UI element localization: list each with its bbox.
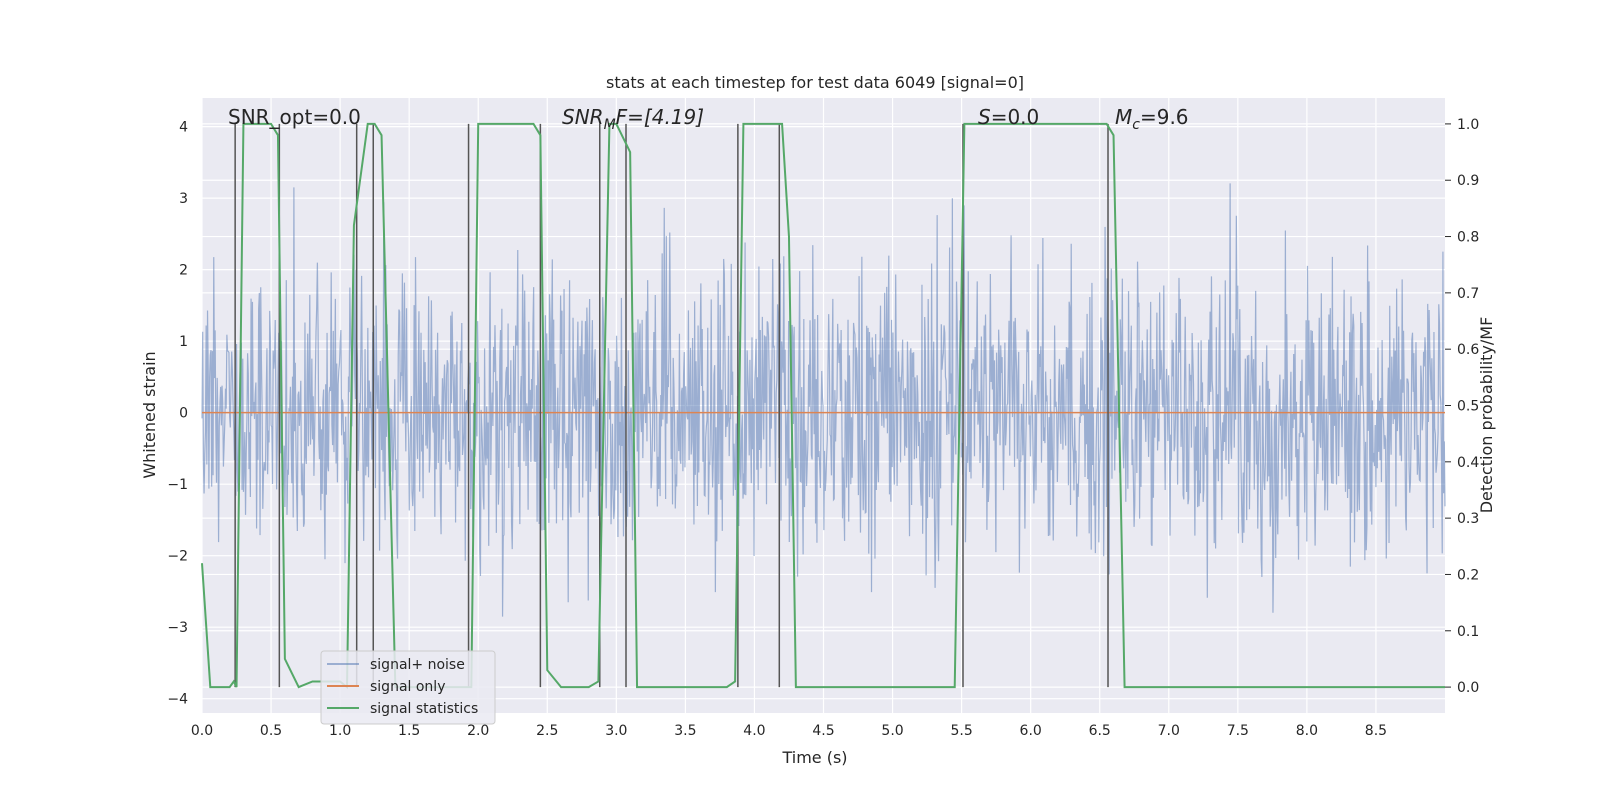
annotation-snr-mf: SNRMF=[4.19] [562, 105, 704, 133]
annotation-s: S=0.0 [978, 105, 1039, 129]
annotation-snr-mf-sub: M [604, 117, 616, 133]
y-left-axis-label: Whitened strain [140, 351, 159, 478]
annotation-snr-mf-main: SNR [562, 105, 604, 129]
annotation-s-main: S [978, 105, 991, 129]
y-left-tick-label: 1 [179, 334, 188, 350]
x-tick-label: 5.0 [881, 723, 903, 739]
x-tick-label: 8.5 [1365, 723, 1387, 739]
x-tick-label: 1.0 [329, 723, 351, 739]
x-axis-label: Time (s) [781, 748, 847, 767]
x-tick-label: 6.5 [1089, 723, 1111, 739]
legend-label-signal-only: signal only [370, 679, 445, 695]
x-tick-label: 3.5 [674, 723, 696, 739]
x-tick-label: 8.0 [1296, 723, 1318, 739]
y-right-tick-label: 0.6 [1457, 342, 1479, 358]
legend: signal+ noise signal only signal statist… [321, 651, 495, 724]
x-tick-label: 7.5 [1227, 723, 1249, 739]
y-right-tick-label: 0.8 [1457, 230, 1479, 246]
y-right-tick-label: 0.5 [1457, 399, 1479, 415]
y-left-tick-label: 3 [179, 191, 188, 207]
y-left-tick-label: 2 [179, 263, 188, 279]
x-tick-label: 2.5 [536, 723, 558, 739]
annotation-mc: Mc=9.6 [1115, 105, 1189, 133]
x-tick-label: 3.0 [605, 723, 627, 739]
annotation-mc-rest: =9.6 [1140, 105, 1189, 129]
x-tick-label: 7.0 [1158, 723, 1180, 739]
legend-label-noise: signal+ noise [370, 657, 465, 673]
y-right-tick-label: 0.0 [1457, 680, 1479, 696]
y-right-tick-label: 1.0 [1457, 117, 1479, 133]
y-right-tick-label: 0.4 [1457, 455, 1479, 471]
x-tick-label: 4.0 [743, 723, 765, 739]
y-left-tick-label: −3 [167, 620, 188, 636]
annotation-snr-opt: SNR_opt=0.0 [228, 105, 361, 129]
annotation-mc-main: M [1115, 105, 1132, 129]
y-left-tick-label: 0 [179, 406, 188, 422]
y-left-tick-label: −1 [167, 477, 188, 493]
x-tick-label: 0.5 [260, 723, 282, 739]
y-right-axis-label: Detection probability/MF [1477, 317, 1496, 514]
x-tick-label: 6.0 [1020, 723, 1042, 739]
legend-label-statistics: signal statistics [370, 701, 478, 717]
x-tick-label: 1.5 [398, 723, 420, 739]
x-tick-label: 4.5 [812, 723, 834, 739]
y-right-tick-label: 0.3 [1457, 511, 1479, 527]
y-right-tick-label: 0.2 [1457, 567, 1479, 583]
y-right-tick-label: 0.9 [1457, 173, 1479, 189]
x-tick-label: 2.0 [467, 723, 489, 739]
y-right-tick-label: 0.1 [1457, 624, 1479, 640]
annotation-s-rest: =0.0 [991, 105, 1040, 129]
x-tick-label: 0.0 [191, 723, 213, 739]
annotation-snr-mf-rest: F=[4.19] [616, 105, 704, 129]
x-tick-label: 5.5 [950, 723, 972, 739]
y-left-tick-label: 4 [179, 120, 188, 136]
chart-title: stats at each timestep for test data 604… [606, 73, 1024, 92]
y-left-tick-label: −4 [167, 692, 188, 708]
y-left-tick-label: −2 [167, 549, 188, 565]
y-right-tick-label: 0.7 [1457, 286, 1479, 302]
